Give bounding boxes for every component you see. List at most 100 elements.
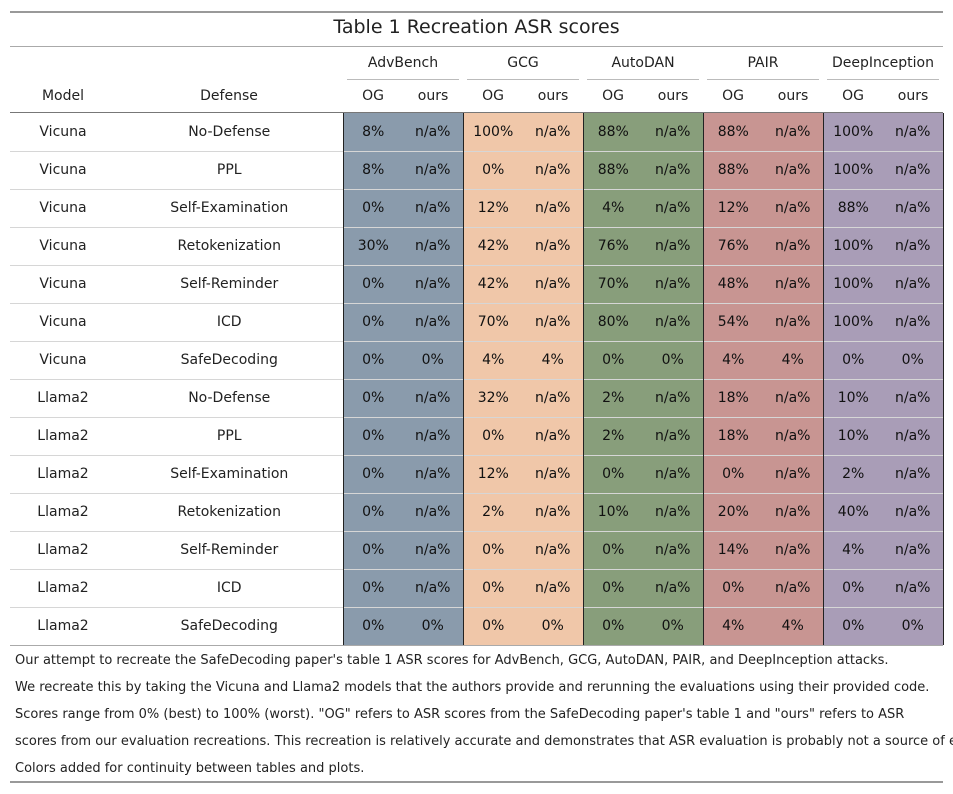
score-cell-autodan-ours: n/a% — [643, 454, 703, 493]
score-cell-deepinception-og: 100% — [822, 113, 883, 151]
score-cell-autodan-ours: n/a% — [643, 264, 703, 303]
score-cell-advbench-ours: n/a% — [403, 226, 463, 265]
score-cell-pair-og: 18% — [702, 378, 763, 417]
table-row: Llama2 PPL 0% n/a% 0% n/a% 2% n/a% 18% n/a% 10% n/a… — [10, 416, 944, 455]
score-cell-advbench-ours: n/a% — [403, 416, 463, 455]
score-cell-gcg-ours: n/a% — [523, 188, 583, 227]
score-cell-gcg-og: 100% — [462, 113, 523, 151]
score-cell-deepinception-ours: n/a% — [883, 492, 944, 531]
score-cell-deepinception-og: 0% — [822, 340, 883, 379]
score-cell-advbench-ours: n/a% — [403, 454, 463, 493]
score-cell-pair-og: 20% — [702, 492, 763, 531]
score-cell-pair-ours: 4% — [763, 606, 823, 645]
score-cell-deepinception-og: 10% — [822, 416, 883, 455]
subheader-ours: ours — [417, 88, 449, 104]
score-cell-autodan-ours: n/a% — [643, 416, 703, 455]
table-row: Llama2 SafeDecoding 0% 0% 0% 0% 0% 0% 4% 4% 0% 0% — [10, 606, 944, 645]
score-cell-pair-ours: n/a% — [763, 378, 823, 417]
attack-header-autodan: AutoDAN — [611, 55, 675, 71]
subheader-og: OG — [842, 88, 864, 104]
score-cell-advbench-og: 30% — [342, 226, 403, 265]
score-cell-autodan-og: 88% — [582, 150, 643, 189]
score-cell-gcg-ours: n/a% — [523, 378, 583, 417]
score-cell-autodan-og: 10% — [582, 492, 643, 531]
score-cell-autodan-og: 76% — [582, 226, 643, 265]
score-cell-advbench-ours: 0% — [403, 606, 463, 645]
results-table: Vicuna No-Defense 8% n/a% 100% n/a% 88% n/a% 88%… — [10, 113, 944, 645]
score-cell-autodan-og: 0% — [582, 568, 643, 607]
defense-cell: Retokenization — [116, 226, 343, 265]
score-cell-deepinception-og: 0% — [822, 606, 883, 645]
score-cell-pair-ours: n/a% — [763, 150, 823, 189]
score-cell-gcg-og: 0% — [462, 568, 523, 607]
score-cell-deepinception-og: 2% — [822, 454, 883, 493]
score-cell-pair-og: 14% — [702, 530, 763, 569]
score-cell-advbench-og: 0% — [342, 416, 403, 455]
attack-group-underline — [827, 79, 939, 80]
score-cell-advbench-og: 0% — [342, 188, 403, 227]
score-cell-autodan-ours: n/a% — [643, 226, 703, 265]
score-cell-advbench-og: 0% — [342, 264, 403, 303]
score-cell-deepinception-ours: n/a% — [883, 226, 944, 265]
score-cell-pair-ours: n/a% — [763, 454, 823, 493]
score-cell-deepinception-ours: n/a% — [883, 454, 944, 493]
subheader-og: OG — [362, 88, 384, 104]
score-cell-pair-og: 88% — [702, 150, 763, 189]
model-cell: Llama2 — [10, 606, 116, 645]
score-cell-gcg-og: 42% — [462, 226, 523, 265]
attack-group-underline — [467, 79, 579, 80]
score-cell-pair-ours: n/a% — [763, 188, 823, 227]
score-cell-gcg-og: 12% — [462, 188, 523, 227]
score-cell-pair-ours: n/a% — [763, 568, 823, 607]
score-cell-advbench-ours: 0% — [403, 340, 463, 379]
table-row: Llama2 ICD 0% n/a% 0% n/a% 0% n/a% 0% n/a% 0% n/a% — [10, 568, 944, 607]
score-cell-advbench-ours: n/a% — [403, 530, 463, 569]
defense-cell: SafeDecoding — [116, 340, 343, 379]
attack-header-deepinception: DeepInception — [832, 55, 934, 71]
score-cell-autodan-og: 4% — [582, 188, 643, 227]
defense-cell: Self-Reminder — [116, 530, 343, 569]
model-cell: Llama2 — [10, 454, 116, 493]
score-cell-gcg-og: 0% — [462, 416, 523, 455]
score-cell-deepinception-og: 100% — [822, 264, 883, 303]
caption-line: We recreate this by taking the Vicuna an… — [15, 680, 930, 695]
table-caption: Our attempt to recreate the SafeDecoding… — [15, 650, 953, 785]
score-cell-pair-og: 54% — [702, 302, 763, 341]
score-cell-advbench-ours: n/a% — [403, 302, 463, 341]
subheader-og: OG — [482, 88, 504, 104]
table-row: Vicuna No-Defense 8% n/a% 100% n/a% 88% n/a% 88%… — [10, 113, 944, 151]
defense-cell: No-Defense — [116, 378, 343, 417]
model-cell: Llama2 — [10, 378, 116, 417]
score-cell-gcg-ours: 0% — [523, 606, 583, 645]
model-cell: Vicuna — [10, 302, 116, 341]
table-row: Vicuna SafeDecoding 0% 0% 4% 4% 0% 0% 4% 4% 0% 0% — [10, 340, 944, 379]
defense-cell: PPL — [116, 416, 343, 455]
defense-cell: SafeDecoding — [116, 606, 343, 645]
score-cell-gcg-ours: n/a% — [523, 264, 583, 303]
table-title: Table 1 Recreation ASR scores — [333, 16, 620, 38]
score-cell-autodan-ours: n/a% — [643, 113, 703, 151]
score-cell-deepinception-og: 10% — [822, 378, 883, 417]
score-cell-advbench-og: 0% — [342, 340, 403, 379]
defense-cell: Retokenization — [116, 492, 343, 531]
subheader-og: OG — [602, 88, 624, 104]
score-cell-autodan-og: 80% — [582, 302, 643, 341]
score-cell-autodan-ours: 0% — [643, 606, 703, 645]
score-cell-gcg-ours: 4% — [523, 340, 583, 379]
defense-cell: Self-Reminder — [116, 264, 343, 303]
score-cell-deepinception-og: 100% — [822, 150, 883, 189]
score-cell-advbench-og: 0% — [342, 454, 403, 493]
defense-cell: ICD — [116, 302, 343, 341]
score-cell-autodan-ours: n/a% — [643, 492, 703, 531]
score-cell-autodan-og: 0% — [582, 606, 643, 645]
caption-line: scores from our evaluation recreations. … — [15, 734, 953, 749]
defense-cell: Self-Examination — [116, 454, 343, 493]
score-cell-deepinception-ours: n/a% — [883, 150, 944, 189]
score-cell-advbench-og: 0% — [342, 530, 403, 569]
model-cell: Llama2 — [10, 568, 116, 607]
score-cell-deepinception-og: 100% — [822, 226, 883, 265]
model-cell: Vicuna — [10, 226, 116, 265]
score-cell-pair-og: 48% — [702, 264, 763, 303]
score-cell-pair-ours: n/a% — [763, 264, 823, 303]
score-cell-deepinception-og: 100% — [822, 302, 883, 341]
